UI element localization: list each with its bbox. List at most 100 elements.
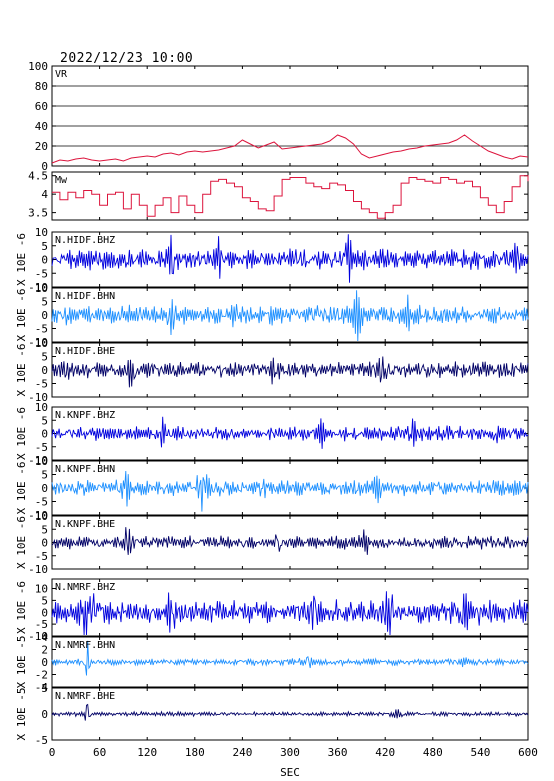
y-tick-label: 2 <box>41 644 48 657</box>
y-tick-label: -10 <box>28 281 48 294</box>
series-n-knpf-bhz <box>51 416 529 449</box>
y-axis-unit-label: X 10E -5 <box>15 636 28 689</box>
y-tick-label: -5 <box>35 618 48 631</box>
y-tick-label: -10 <box>28 563 48 576</box>
series-n-nmrf-bhe <box>51 703 529 721</box>
y-tick-label: -5 <box>35 734 48 747</box>
y-tick-label: 10 <box>35 510 48 523</box>
y-axis-unit-label: X 10E -6 <box>15 407 28 460</box>
panel-label: N.HIDF.BHZ <box>55 235 115 246</box>
y-tick-label: -5 <box>35 496 48 509</box>
y-tick-label: -10 <box>28 391 48 404</box>
x-tick-label: 300 <box>280 746 300 759</box>
y-tick-label: -2 <box>35 669 48 682</box>
x-tick-label: 60 <box>93 746 106 759</box>
series-n-nmrf-bhz <box>51 591 529 636</box>
y-tick-label: 3.5 <box>28 207 48 220</box>
panel-vr: 0 20 40 60 80 100 VR <box>28 60 529 173</box>
y-tick-label: 60 <box>35 100 48 113</box>
series-n-knpf-bhn <box>51 470 529 512</box>
y-tick-label: -10 <box>28 336 48 349</box>
y-axis-unit-label: X 10E -6 <box>15 516 28 569</box>
y-tick-label: 100 <box>28 60 48 73</box>
y-tick-label: 0 <box>41 364 48 377</box>
y-tick-label: 5 <box>41 296 48 309</box>
x-tick-label: 480 <box>423 746 443 759</box>
panel-n-nmrf-bhe: -5 0 5 N.NMRF.BHE X 10E -5 <box>15 682 529 747</box>
panel-label: N.NMRF.BHZ <box>55 582 115 593</box>
y-tick-label: 20 <box>35 140 48 153</box>
panel-label: VR <box>55 69 68 80</box>
y-tick-label: -5 <box>35 267 48 280</box>
y-tick-label: 0 <box>41 482 48 495</box>
y-tick-label: 4 <box>41 188 48 201</box>
y-tick-label: -10 <box>28 630 48 643</box>
series-n-knpf-bhe <box>51 527 529 555</box>
y-tick-label: 0 <box>41 537 48 550</box>
x-tick-label: 120 <box>137 746 157 759</box>
series-n-nmrf-bhn <box>51 640 529 676</box>
y-tick-label: 4 <box>41 631 48 644</box>
y-tick-label: 5 <box>41 414 48 427</box>
series-n-hidf-bhz <box>51 234 529 283</box>
y-tick-label: 0 <box>41 309 48 322</box>
y-tick-label: 0 <box>41 254 48 267</box>
panel-label: N.KNPF.BHN <box>55 464 115 475</box>
panel-label: N.KNPF.BHZ <box>55 410 115 421</box>
y-tick-label: 0 <box>41 656 48 669</box>
y-tick-label: 10 <box>35 226 48 239</box>
y-tick-label: 10 <box>35 401 48 414</box>
y-axis-unit-label: X 10E -6 <box>15 344 28 397</box>
x-tick-label: 180 <box>185 746 205 759</box>
panel-label: N.NMRF.BHN <box>55 640 115 651</box>
y-tick-label: 5 <box>41 682 48 695</box>
panel-label: N.HIDF.BHE <box>55 346 115 357</box>
y-tick-label: 5 <box>41 351 48 364</box>
y-tick-label: 10 <box>35 583 48 596</box>
x-tick-label: 600 <box>518 746 538 759</box>
y-tick-label: 5 <box>41 240 48 253</box>
series-n-hidf-bhe <box>51 356 529 388</box>
y-tick-label: 0 <box>41 708 48 721</box>
y-tick-label: 80 <box>35 80 48 93</box>
y-tick-label: 4.5 <box>28 170 48 183</box>
y-tick-label: 10 <box>35 337 48 350</box>
y-axis-unit-label: X 10E -6 <box>15 581 28 634</box>
panel-frame <box>51 578 529 637</box>
y-axis-unit-label: X 10E -6 <box>15 462 28 515</box>
y-tick-label: 0 <box>41 160 48 173</box>
y-tick-label: 10 <box>35 282 48 295</box>
y-axis-unit-label: X 10E -6 <box>15 233 28 286</box>
y-tick-label: -5 <box>35 323 48 336</box>
y-tick-label: 5 <box>41 469 48 482</box>
x-tick-label: 0 <box>49 746 56 759</box>
y-tick-label: 5 <box>41 523 48 536</box>
panel-frame <box>51 342 529 398</box>
x-tick-label: 540 <box>470 746 490 759</box>
y-tick-label: -5 <box>35 378 48 391</box>
panel-frame <box>51 65 529 167</box>
x-tick-label: 420 <box>375 746 395 759</box>
x-tick-label: 240 <box>232 746 252 759</box>
y-tick-label: -5 <box>35 441 48 454</box>
series-mw <box>52 175 529 219</box>
series-vr <box>51 134 529 164</box>
y-tick-label: 40 <box>35 120 48 133</box>
y-axis-unit-label: X 10E -6 <box>15 289 28 342</box>
y-tick-label: 5 <box>41 594 48 607</box>
panel-label: N.NMRF.BHE <box>55 691 115 702</box>
x-axis-label: SEC <box>280 766 300 779</box>
y-tick-label: -10 <box>28 454 48 467</box>
y-axis-unit-label: X 10E -5 <box>15 688 28 741</box>
y-tick-label: 10 <box>35 455 48 468</box>
